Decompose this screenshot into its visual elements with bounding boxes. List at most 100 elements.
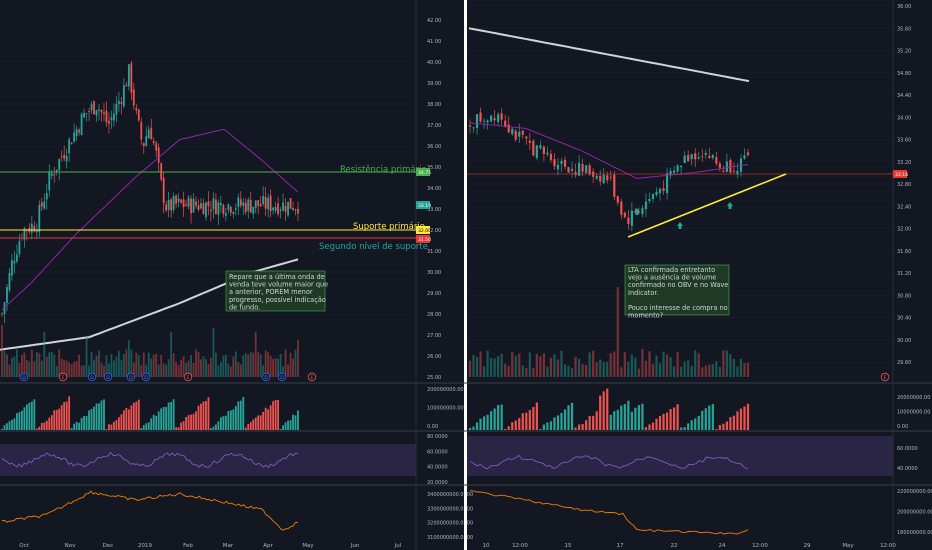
annotation-line: LTA confirmada entretanto bbox=[628, 266, 715, 274]
volume-bar bbox=[229, 366, 232, 377]
candle bbox=[297, 208, 299, 214]
wave-bar bbox=[95, 403, 98, 430]
volume-bar bbox=[127, 340, 130, 377]
wave-bar bbox=[613, 411, 616, 430]
x-tick-label: 24 bbox=[719, 543, 726, 549]
x-tick-label: 2019 bbox=[138, 543, 152, 549]
wave-bar bbox=[58, 408, 61, 430]
volume-bar bbox=[669, 357, 672, 377]
candle bbox=[33, 225, 36, 232]
volume-bar bbox=[267, 352, 270, 377]
right-chart-pane[interactable] bbox=[467, 27, 893, 535]
candle bbox=[729, 160, 732, 173]
event-badge bbox=[261, 372, 271, 382]
indicator-tick-label: 20000000.00 bbox=[897, 395, 930, 401]
volume-bar bbox=[252, 352, 255, 377]
event-badge-letter: D bbox=[22, 375, 26, 381]
left-chart-pane[interactable] bbox=[0, 60, 416, 531]
wave-bar bbox=[274, 399, 277, 430]
volume-bar bbox=[110, 354, 113, 377]
wave-bar bbox=[180, 422, 182, 430]
candle bbox=[80, 114, 83, 136]
wave-bar bbox=[125, 407, 128, 430]
indicator-tick-label: 40.0000 bbox=[427, 465, 448, 471]
candle bbox=[93, 101, 95, 115]
candle bbox=[78, 129, 81, 133]
event-badge-letter: E bbox=[311, 375, 314, 381]
wave-bar bbox=[98, 403, 100, 430]
indicator-tick-label: 60.0000 bbox=[427, 449, 448, 455]
indicator-tick-label: 80.0000 bbox=[427, 434, 448, 440]
volume-bar bbox=[150, 358, 153, 377]
volume-bar bbox=[180, 359, 182, 377]
candle bbox=[542, 146, 545, 154]
volume-bar bbox=[722, 350, 725, 377]
volume-bar bbox=[23, 352, 26, 377]
wave-bar bbox=[219, 417, 222, 430]
wave-bar bbox=[746, 403, 750, 430]
candle bbox=[43, 201, 46, 209]
y-tick-label: 28.00 bbox=[427, 312, 441, 318]
candle bbox=[746, 152, 750, 155]
candle bbox=[539, 145, 542, 149]
volume-bar bbox=[170, 332, 173, 377]
candle bbox=[222, 204, 225, 214]
candle bbox=[23, 228, 26, 240]
event-badge-letter: D bbox=[106, 375, 110, 381]
volume-bar bbox=[132, 362, 135, 377]
volume-bar bbox=[122, 353, 125, 377]
wave-bar bbox=[279, 429, 282, 430]
y-tick-label: 25.00 bbox=[427, 375, 441, 381]
volume-bar bbox=[648, 351, 651, 377]
event-badge bbox=[183, 372, 193, 382]
wave-bar bbox=[507, 426, 510, 430]
candle bbox=[683, 155, 686, 163]
volume-bar bbox=[694, 350, 697, 377]
volume-bar bbox=[507, 365, 510, 377]
uptrend-line-lta[interactable] bbox=[627, 173, 787, 238]
wave-bar bbox=[68, 396, 71, 430]
candle bbox=[289, 198, 292, 209]
wave-bar bbox=[8, 421, 11, 430]
wave-bar bbox=[195, 411, 197, 430]
wave-bar bbox=[606, 388, 609, 430]
volume-bar bbox=[13, 356, 16, 377]
wave-bar bbox=[43, 422, 46, 430]
volume-bar bbox=[83, 365, 85, 377]
candle bbox=[676, 165, 679, 172]
candle bbox=[167, 199, 170, 210]
wave-bar bbox=[493, 408, 496, 430]
volume-bar bbox=[239, 364, 242, 377]
volume-bar bbox=[135, 352, 138, 377]
candle bbox=[606, 175, 609, 181]
volume-bar bbox=[673, 366, 676, 377]
pane-divider[interactable] bbox=[464, 0, 467, 550]
volume-bar bbox=[683, 361, 686, 377]
candle bbox=[254, 200, 257, 209]
wave-bar bbox=[623, 404, 626, 430]
volume-bar bbox=[108, 363, 110, 377]
candle bbox=[155, 143, 158, 151]
wave-bar bbox=[739, 408, 743, 430]
wave-bar bbox=[532, 407, 535, 430]
candle bbox=[88, 111, 90, 113]
wave-bar bbox=[147, 422, 150, 430]
candle bbox=[468, 125, 472, 127]
y-tick-label: 34.00 bbox=[897, 115, 911, 121]
candle bbox=[630, 210, 633, 226]
candle bbox=[142, 143, 145, 147]
candle bbox=[63, 154, 66, 159]
indicator-tick-label: 3200000000.0000 bbox=[427, 521, 473, 527]
left-annotation-box[interactable] bbox=[225, 270, 326, 312]
wave-bar bbox=[232, 409, 235, 430]
right-annotation-box[interactable] bbox=[624, 264, 730, 316]
y-tick-label: 26.00 bbox=[427, 354, 441, 360]
volume-bar bbox=[592, 350, 595, 377]
candle bbox=[743, 155, 746, 159]
volume-bar bbox=[479, 351, 482, 377]
wave-bar bbox=[75, 421, 78, 430]
wave-bar bbox=[595, 411, 598, 430]
volume-bar bbox=[118, 350, 120, 377]
wave-bar bbox=[697, 415, 700, 430]
candle bbox=[613, 174, 616, 197]
